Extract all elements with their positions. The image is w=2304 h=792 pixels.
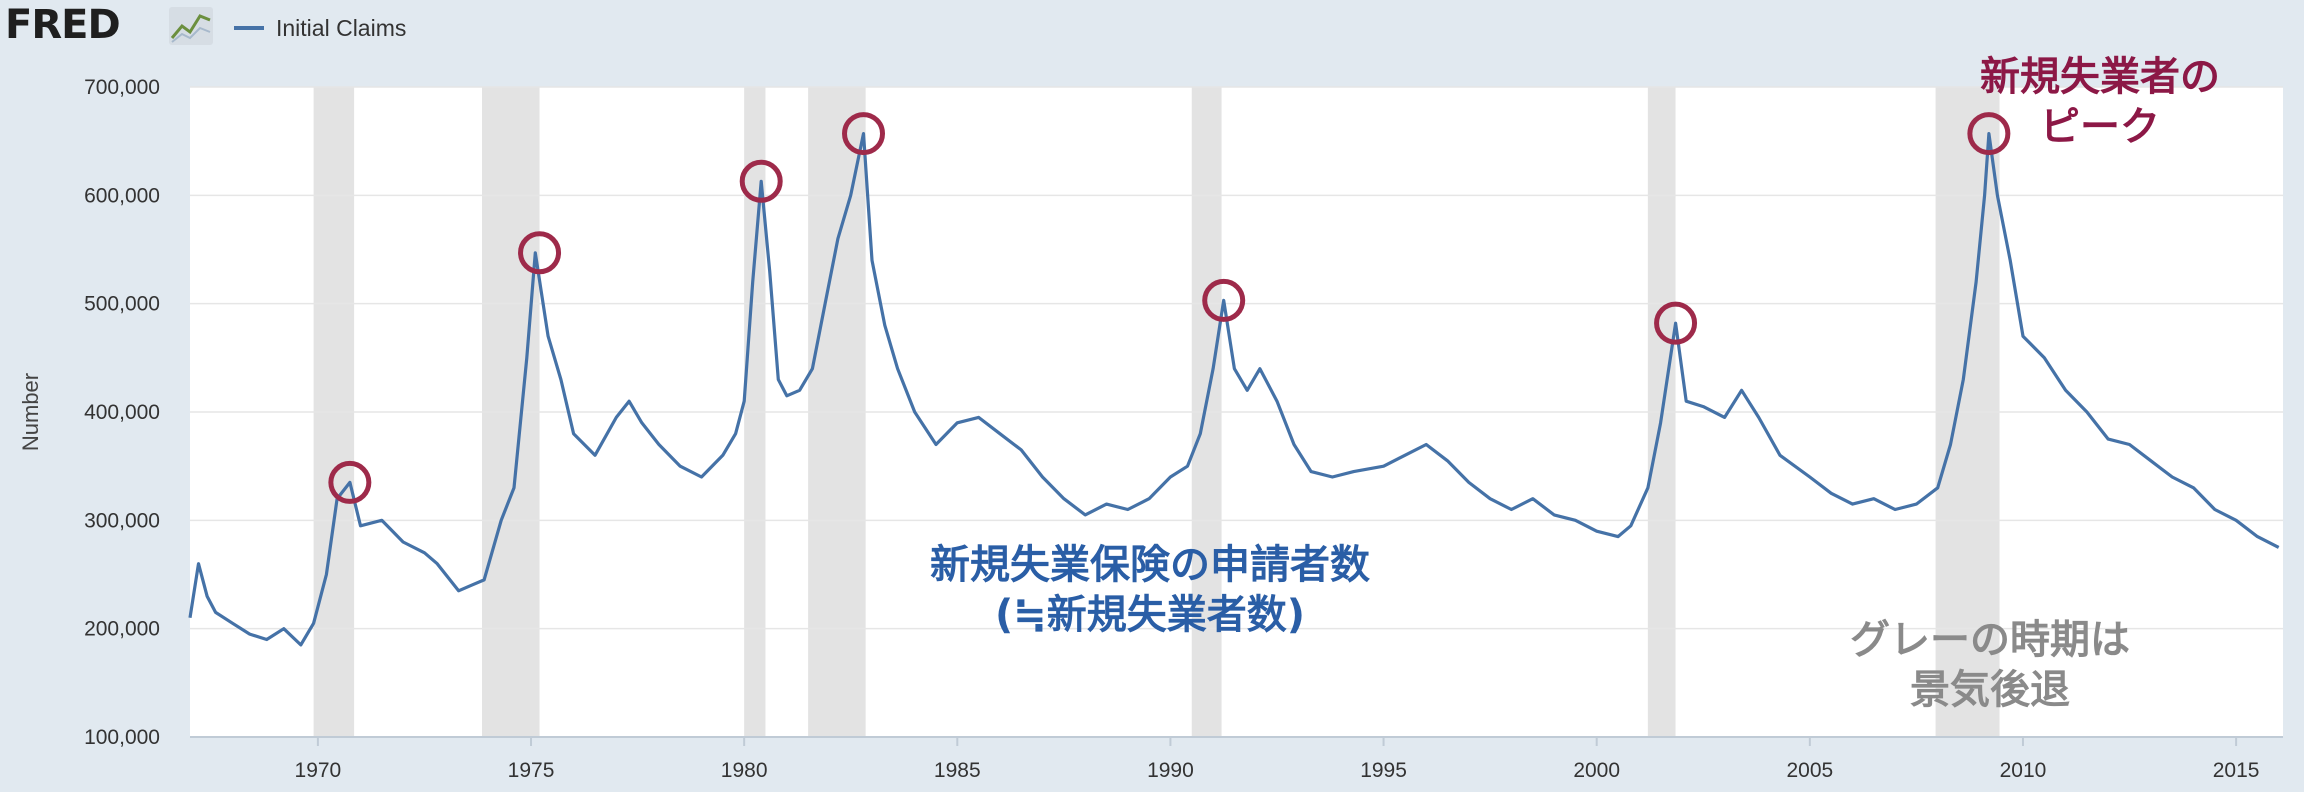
x-tick-label: 2010: [2000, 759, 2047, 782]
peak-circle: [1202, 278, 1246, 322]
y-tick-label: 400,000: [84, 401, 160, 424]
y-tick-label: 300,000: [84, 509, 160, 532]
x-tick-label: 1980: [721, 759, 768, 782]
series-line-initial-claims: [188, 132, 2280, 647]
peak-circle: [1654, 301, 1698, 345]
x-tick-label: 2015: [2213, 759, 2260, 782]
y-tick-label: 500,000: [84, 293, 160, 316]
x-tick-label: 1975: [508, 759, 555, 782]
legend[interactable]: Initial Claims: [234, 10, 406, 46]
series-annotation-line2: (≒新規失業者数): [994, 592, 1306, 638]
recession-annotation-line2: 景気後退: [1910, 667, 2070, 713]
x-tick-label: 1990: [1147, 759, 1194, 782]
x-tick-label: 2005: [1786, 759, 1833, 782]
x-tick-label: 1985: [934, 759, 981, 782]
x-tick-label: 1970: [295, 759, 342, 782]
y-tick-label: 700,000: [84, 76, 160, 99]
recession-annotation-line1: グレーの時期は: [1850, 617, 2130, 663]
series-annotation: 新規失業保険の申請者数 (≒新規失業者数): [900, 540, 1400, 640]
peak-annotation-line2: ピーク: [2040, 104, 2160, 150]
line-chart-icon: [169, 7, 213, 45]
peak-circle: [842, 112, 886, 156]
y-axis-label: Number: [18, 373, 43, 451]
x-tick-label: 2000: [1573, 759, 1620, 782]
x-tick-label: 1995: [1360, 759, 1407, 782]
legend-swatch: [234, 26, 264, 30]
peak-annotation-line1: 新規失業者の: [1980, 54, 2220, 100]
y-tick-label: 200,000: [84, 618, 160, 641]
peak-circle: [328, 460, 372, 504]
peak-circle: [1967, 112, 2011, 156]
peak-circle: [518, 231, 562, 275]
legend-label: Initial Claims: [276, 14, 407, 41]
recession-annotation: グレーの時期は 景気後退: [1790, 615, 2190, 715]
peak-circle: [739, 159, 783, 203]
y-tick-label: 600,000: [84, 184, 160, 207]
fred-logo[interactable]: FRED: [5, 2, 121, 48]
peak-annotation: 新規失業者の ピーク: [1950, 52, 2250, 152]
series-annotation-line1: 新規失業保険の申請者数: [930, 542, 1370, 588]
chart-header: FRED Initial Claims: [0, 0, 2304, 60]
y-tick-label: 100,000: [84, 726, 160, 749]
